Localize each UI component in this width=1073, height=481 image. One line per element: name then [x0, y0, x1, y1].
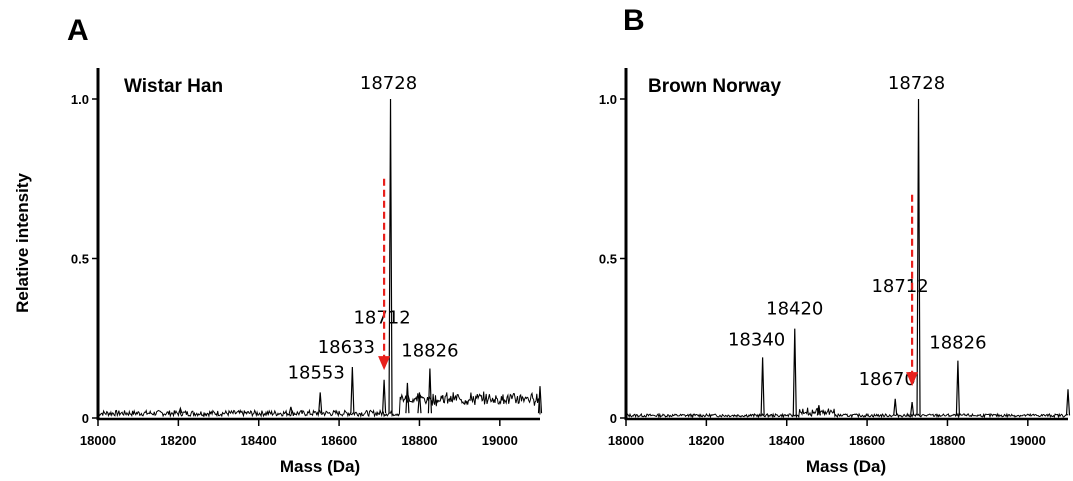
peak-label: 18420: [766, 299, 823, 320]
peak-label: 18728: [888, 73, 945, 94]
y-tick-label: 0: [610, 411, 617, 426]
x-tick-label: 18000: [80, 433, 116, 448]
peak-line: [388, 98, 393, 414]
x-tick-label: 18000: [608, 433, 644, 448]
peak-line: [909, 401, 915, 416]
peak-label: 18553: [288, 362, 345, 383]
red-arrowhead-icon: [378, 356, 391, 371]
peak-line: [427, 368, 433, 414]
panel-letter: A: [67, 14, 89, 47]
y-tick-label: 1.0: [599, 92, 617, 107]
peak-label: 18670: [859, 369, 916, 390]
peak-line: [288, 406, 293, 414]
peak-line: [381, 379, 387, 414]
peak-label: 18826: [401, 341, 458, 362]
plot-area: 0 0.5 1.0 18000 18200 18400 18600 18800 19000 185…: [71, 68, 543, 448]
x-tick-label: 18400: [241, 433, 277, 448]
x-tick-label: 18400: [769, 433, 805, 448]
peak-label: 18633: [318, 337, 375, 358]
x-tick-label: 18600: [321, 433, 357, 448]
y-tick-label: 0.5: [71, 252, 89, 267]
peak-label: 18826: [929, 333, 986, 354]
peak-line: [405, 382, 410, 414]
peak-line: [893, 398, 898, 416]
plot-area: 0 0.5 1.0 18000 18200 18400 18600 18800 19000 183…: [599, 68, 1071, 448]
x-tick-label: 18800: [929, 433, 965, 448]
x-tick-label: 18200: [160, 433, 196, 448]
peak-line: [916, 98, 921, 416]
peak-line: [318, 392, 323, 414]
x-axis-title: Mass (Da): [806, 457, 886, 476]
y-tick-label: 1.0: [71, 92, 89, 107]
peak-line: [417, 392, 422, 414]
peak-line: [955, 360, 961, 416]
peak-label: 18340: [728, 329, 785, 350]
peak-line: [350, 366, 355, 414]
red-arrowhead-icon: [906, 372, 919, 387]
peak-line: [178, 406, 183, 414]
x-tick-label: 18200: [688, 433, 724, 448]
x-tick-label: 18800: [401, 433, 437, 448]
peak-label: 18712: [871, 276, 928, 297]
peak-line: [1065, 389, 1071, 416]
peak-line: [816, 405, 821, 416]
panel-b: B Brown Norway Mass (Da) 0 0.5 1.0 18000 182…: [599, 4, 1071, 476]
baseline-trace: [625, 407, 1069, 419]
x-tick-label: 18600: [849, 433, 885, 448]
chart-title: Wistar Han: [124, 76, 223, 97]
y-tick-label: 0.5: [599, 252, 617, 267]
y-tick-label: 0: [82, 411, 89, 426]
peak-line: [537, 386, 543, 414]
y-axis-title: Relative intensity: [13, 173, 32, 313]
peak-line: [792, 328, 797, 416]
peak-label: 18728: [360, 73, 417, 94]
chart-title: Brown Norway: [648, 76, 781, 97]
peak-label: 18712: [353, 308, 410, 329]
x-tick-label: 19000: [482, 433, 518, 448]
panel-a: A Wistar Han Mass (Da) 0 0.5 1.0 18000 18200…: [67, 14, 543, 476]
panel-letter: B: [623, 4, 645, 37]
x-axis-title: Mass (Da): [280, 457, 360, 476]
x-tick-label: 19000: [1010, 433, 1046, 448]
peak-line: [760, 357, 765, 416]
